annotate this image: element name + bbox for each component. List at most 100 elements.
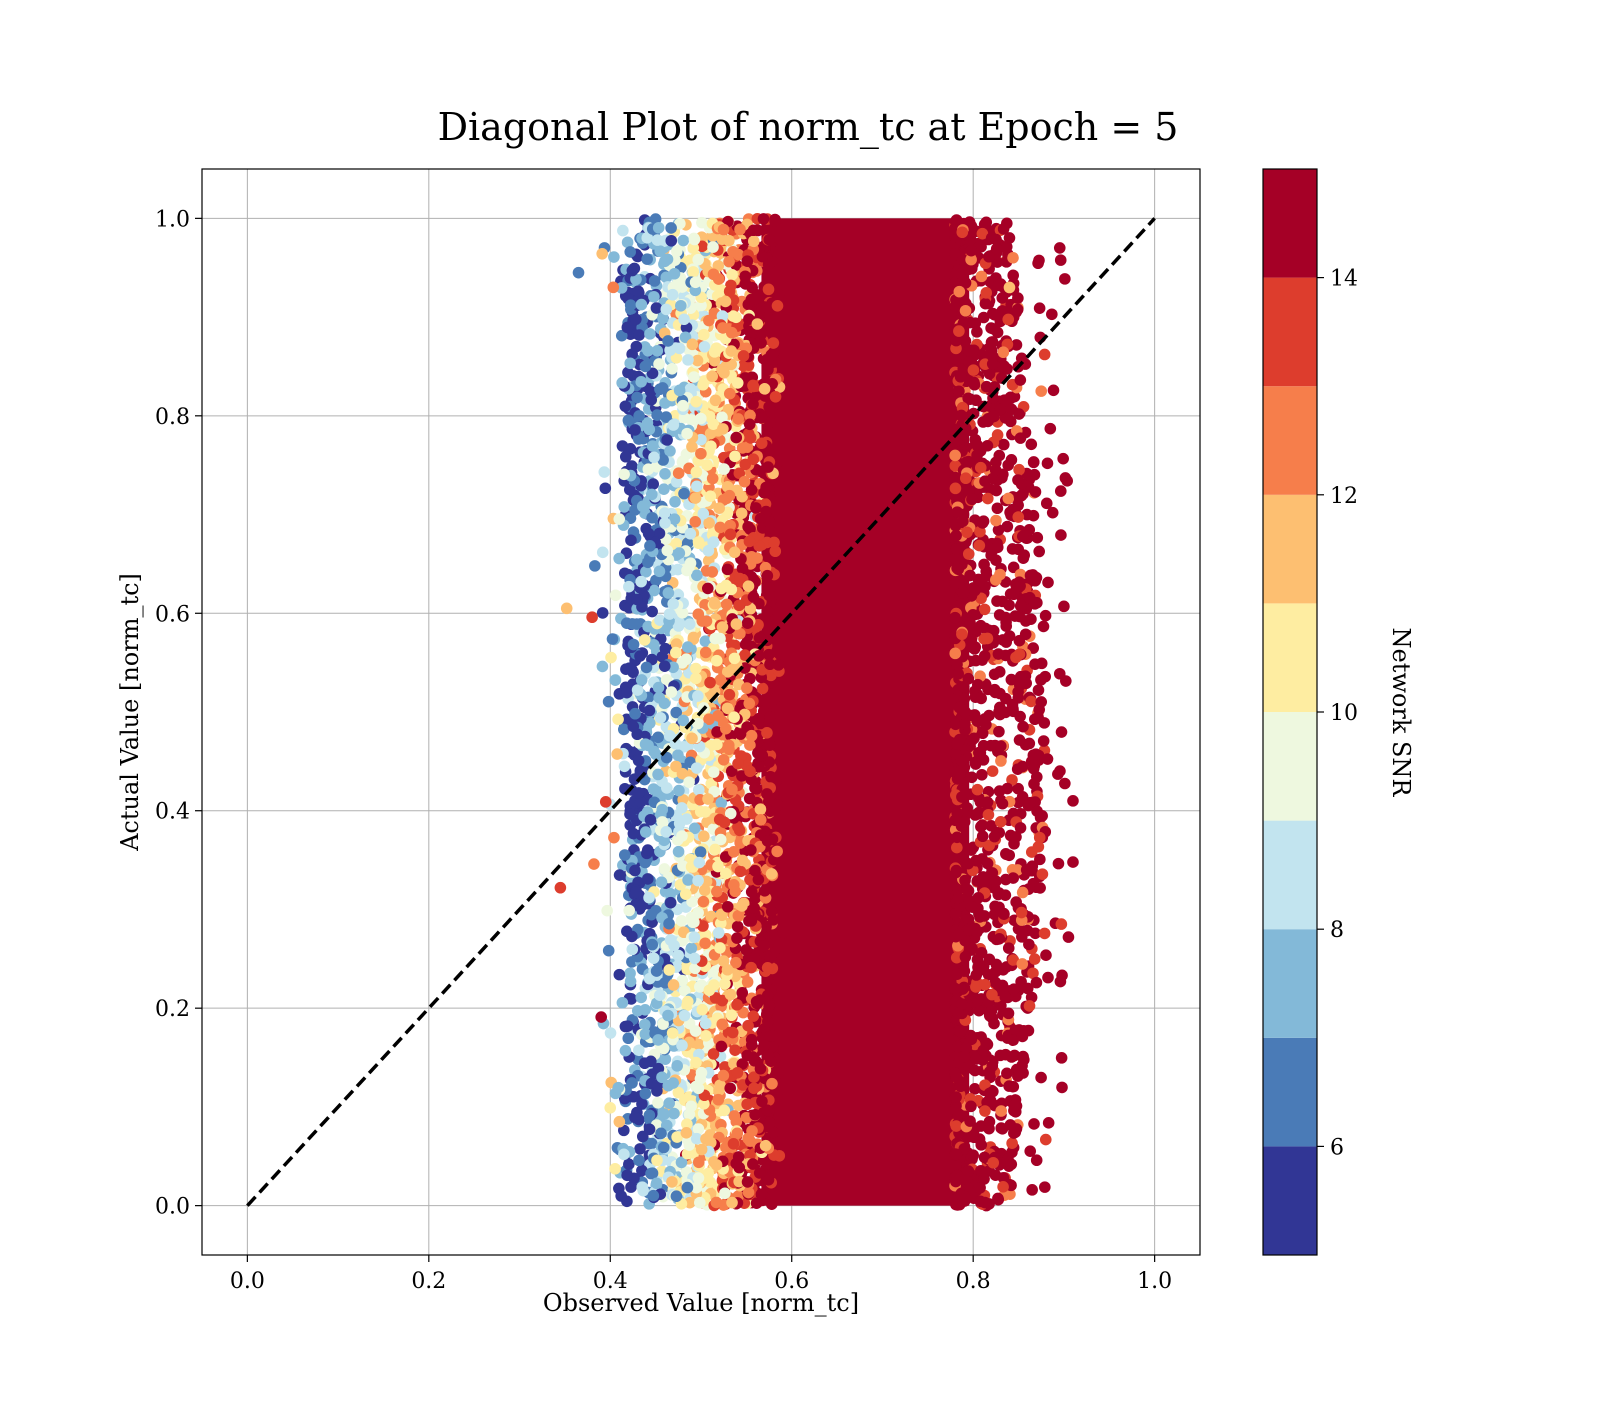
scatter-point <box>693 537 705 550</box>
scatter-point <box>663 917 675 930</box>
scatter-point <box>1053 667 1066 680</box>
scatter-point <box>1012 292 1024 304</box>
scatter-point <box>660 303 673 316</box>
scatter-point <box>959 874 971 887</box>
scatter-point <box>651 409 663 421</box>
scatter-point <box>554 881 567 894</box>
scatter-point <box>1041 457 1054 470</box>
scatter-point <box>758 1039 770 1051</box>
scatter-point <box>634 796 647 808</box>
scatter-point <box>1031 596 1043 609</box>
scatter-point <box>949 982 962 995</box>
scatter-point <box>734 728 747 740</box>
scatter-point <box>1029 927 1042 940</box>
scatter-point <box>756 1095 768 1108</box>
scatter-point <box>981 439 994 452</box>
scatter-point <box>995 1105 1007 1117</box>
scatter-point <box>763 1000 775 1012</box>
scatter-point <box>1015 352 1028 365</box>
scatter-point <box>677 860 689 872</box>
scatter-point <box>643 717 656 729</box>
scatter-point <box>654 989 666 1001</box>
x-axis-ticks: 0.0 0.2 0.4 0.6 0.8 1.0 <box>230 1255 1172 1294</box>
scatter-point <box>1046 506 1059 519</box>
scatter-point <box>698 830 710 843</box>
scatter-point <box>735 507 748 520</box>
scatter-point <box>761 974 774 987</box>
scatter-point <box>731 999 743 1011</box>
scatter-point <box>652 681 665 694</box>
scatter-point <box>761 961 774 974</box>
scatter-point <box>1014 822 1027 834</box>
scatter-point <box>706 566 719 578</box>
scatter-point <box>664 934 677 946</box>
scatter-point <box>624 808 636 820</box>
scatter-point <box>744 765 756 778</box>
scatter-point <box>609 589 622 602</box>
scatter-point <box>650 302 663 314</box>
scatter-point <box>1010 831 1022 843</box>
scatter-point <box>742 1019 754 1032</box>
scatter-point <box>651 1154 663 1167</box>
scatter-point <box>1016 1030 1029 1043</box>
scatter-point <box>965 253 977 266</box>
scatter-point <box>717 423 729 435</box>
scatter-point <box>711 738 723 751</box>
scatter-point <box>659 517 671 529</box>
scatter-point <box>972 806 985 819</box>
scatter-point <box>671 245 683 258</box>
scatter-point <box>772 456 784 469</box>
scatter-point <box>662 335 674 347</box>
scatter-point <box>702 1167 715 1180</box>
scatter-point <box>962 548 975 560</box>
scatter-point <box>690 1056 702 1069</box>
scatter-point <box>703 314 715 327</box>
scatter-point <box>990 958 1003 971</box>
scatter-point <box>762 1015 774 1028</box>
scatter-point <box>723 285 736 298</box>
scatter-point <box>708 354 721 367</box>
scatter-point <box>727 245 739 258</box>
scatter-point <box>621 686 633 699</box>
scatter-point <box>692 874 704 887</box>
scatter-point <box>646 605 658 618</box>
scatter-point <box>604 1027 617 1039</box>
scatter-point <box>967 1149 980 1162</box>
scatter-point <box>692 906 704 919</box>
scatter-point <box>681 564 693 577</box>
scatter-point <box>645 1167 657 1180</box>
scatter-point <box>951 738 963 750</box>
scatter-point <box>747 591 760 603</box>
colorbar-tick-label: 6 <box>1330 1135 1344 1160</box>
scatter-point <box>1009 610 1022 622</box>
scatter-point <box>1002 412 1014 425</box>
scatter-point <box>629 707 641 720</box>
scatter-point <box>711 726 723 738</box>
scatter-point <box>586 611 598 624</box>
scatter-point <box>1012 1070 1024 1082</box>
scatter-point <box>979 297 992 310</box>
scatter-point <box>962 455 975 468</box>
scatter-point <box>644 540 656 552</box>
scatter-point <box>726 783 738 796</box>
scatter-point <box>734 865 747 878</box>
scatter-point <box>712 927 725 939</box>
scatter-point <box>758 383 771 395</box>
scatter-point <box>756 682 769 695</box>
scatter-point <box>1039 609 1052 622</box>
scatter-point <box>764 952 776 964</box>
scatter-point <box>692 253 704 266</box>
scatter-point <box>672 749 684 761</box>
scatter-point <box>660 826 672 838</box>
scatter-point <box>771 1086 783 1098</box>
scatter-point <box>618 501 631 513</box>
scatter-point <box>1041 753 1054 765</box>
scatter-point <box>959 277 972 289</box>
scatter-point <box>689 284 702 297</box>
scatter-point <box>986 1060 999 1072</box>
scatter-point <box>661 434 673 446</box>
scatter-point <box>1032 684 1045 696</box>
scatter-point <box>716 621 729 633</box>
scatter-point <box>971 715 984 727</box>
scatter-point <box>1059 777 1071 790</box>
